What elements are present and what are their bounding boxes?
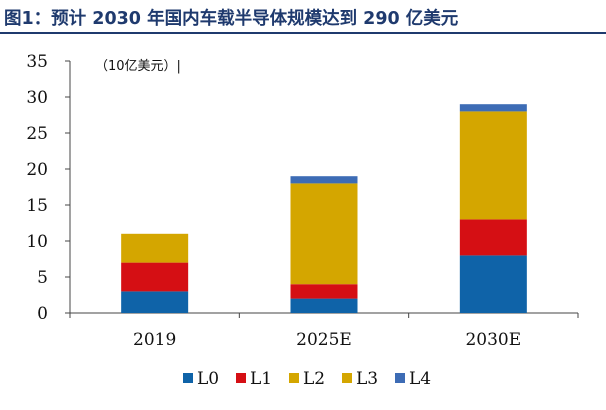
- y-tick-label: 25: [26, 124, 48, 144]
- bar-segment-l2-2019: [121, 233, 189, 263]
- legend-swatch-l1: [236, 373, 246, 383]
- legend-label-l3: L3: [356, 369, 378, 389]
- legend: L0 L1 L2 L3 L4: [183, 369, 431, 389]
- y-tick-label: 35: [26, 52, 48, 72]
- y-tick-label: 20: [26, 160, 48, 180]
- x-tick-label: 2019: [133, 330, 176, 350]
- chart-title: 图1：预计 2030 年国内车载半导体规模达到 290 亿美元: [4, 9, 459, 29]
- bar-segment-l2-2030e: [459, 111, 527, 220]
- y-tick-label: 10: [26, 232, 48, 252]
- bar-segment-l0-2030e: [459, 255, 527, 313]
- bar-segment-l0-2019: [121, 291, 189, 313]
- x-ticks: 2019 2025E 2030E: [69, 313, 579, 350]
- y-tick-label: 15: [26, 196, 48, 216]
- bar-segment-l1-2030e: [459, 219, 527, 256]
- title-bar: 图1：预计 2030 年国内车载半导体规模达到 290 亿美元: [0, 0, 606, 34]
- y-ticks: 0 5 10 15 20 25 30 35: [26, 52, 70, 324]
- legend-label-l0: L0: [197, 369, 219, 389]
- stacked-bar-chart: （10亿美元）| 0 5 10 15 20 25 30 35 2019 2025E 2030E L…: [26, 52, 579, 389]
- bar-segment-l0-2025e: [290, 298, 358, 313]
- legend-swatch-l0: [183, 373, 193, 383]
- bar-segment-l1-2025e: [290, 284, 358, 299]
- bar-segment-l4-2030e: [459, 104, 527, 112]
- y-tick-label: 5: [37, 268, 48, 288]
- y-unit-label: （10亿美元）|: [95, 59, 181, 74]
- legend-label-l4: L4: [409, 369, 431, 389]
- x-tick-label: 2025E: [296, 330, 352, 350]
- bars: [121, 104, 527, 313]
- legend-label-l2: L2: [303, 369, 325, 389]
- x-tick-label: 2030E: [465, 330, 521, 350]
- y-tick-label: 30: [26, 88, 48, 108]
- bar-segment-l1-2019: [121, 262, 189, 292]
- bar-segment-l2-2025e: [290, 183, 358, 285]
- bar-segment-l4-2025e: [290, 176, 358, 184]
- legend-swatch-l3: [342, 373, 352, 383]
- legend-label-l1: L1: [250, 369, 272, 389]
- legend-swatch-l4: [395, 373, 405, 383]
- legend-swatch-l2: [289, 373, 299, 383]
- y-tick-label: 0: [37, 304, 48, 324]
